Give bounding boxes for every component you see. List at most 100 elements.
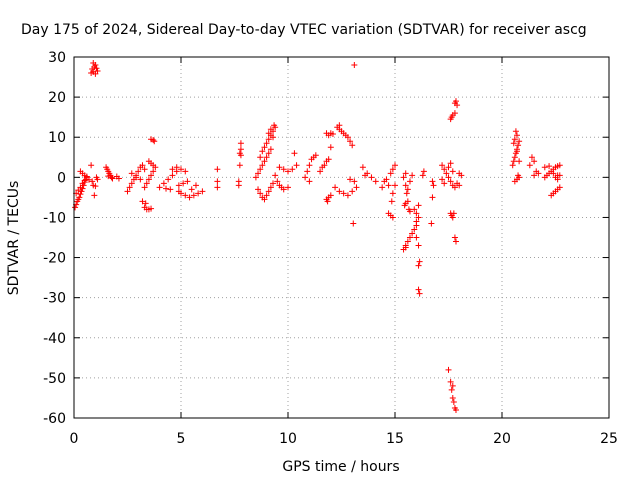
data-point xyxy=(387,170,394,177)
data-point xyxy=(141,166,148,173)
data-point xyxy=(513,132,520,139)
data-point xyxy=(105,173,112,180)
data-point xyxy=(447,378,454,385)
data-point xyxy=(274,178,281,185)
data-point xyxy=(430,182,437,189)
data-point xyxy=(150,168,157,175)
data-point xyxy=(556,162,563,169)
data-point xyxy=(280,186,287,193)
data-point xyxy=(429,178,436,185)
data-point xyxy=(142,200,149,207)
data-point xyxy=(184,178,191,185)
data-point xyxy=(190,192,197,199)
y-tick-label: -20 xyxy=(43,251,66,267)
data-point xyxy=(429,194,436,201)
data-point xyxy=(445,164,452,171)
data-point xyxy=(270,180,277,187)
data-point xyxy=(255,170,262,177)
data-point xyxy=(389,166,396,173)
data-point xyxy=(392,162,398,169)
data-point xyxy=(449,382,456,389)
data-point xyxy=(78,188,85,195)
y-tick-label: -40 xyxy=(43,331,66,347)
data-point xyxy=(259,148,266,155)
grid-lines xyxy=(74,57,609,418)
data-point xyxy=(413,218,420,225)
data-point xyxy=(448,386,455,393)
data-point xyxy=(451,110,458,117)
data-point xyxy=(509,162,516,169)
data-point xyxy=(88,162,95,169)
x-tick-label: 25 xyxy=(600,431,618,447)
data-point xyxy=(344,134,351,141)
data-point xyxy=(449,168,456,175)
data-point xyxy=(402,170,409,177)
data-point xyxy=(353,184,360,191)
data-point xyxy=(81,177,88,184)
data-point xyxy=(443,170,450,177)
data-point xyxy=(263,154,270,161)
data-point xyxy=(148,205,155,212)
data-point xyxy=(263,192,270,199)
data-point xyxy=(257,190,264,197)
data-point xyxy=(265,150,272,157)
data-point xyxy=(512,128,519,135)
data-point xyxy=(175,182,182,189)
data-points xyxy=(72,60,563,413)
data-point xyxy=(148,172,155,179)
data-point xyxy=(389,190,396,197)
data-point xyxy=(428,220,435,227)
data-point xyxy=(347,176,354,183)
data-point xyxy=(236,150,243,157)
data-point xyxy=(156,184,163,191)
data-point xyxy=(415,242,422,249)
data-point xyxy=(285,168,291,175)
data-point xyxy=(510,158,517,165)
data-point xyxy=(289,166,296,173)
y-tick-label: -60 xyxy=(43,411,66,427)
y-tick-label: 10 xyxy=(48,130,66,146)
data-point xyxy=(420,168,427,175)
data-point xyxy=(511,136,518,143)
data-point xyxy=(235,178,242,185)
data-point xyxy=(441,166,448,173)
data-point xyxy=(401,202,408,209)
data-point xyxy=(415,286,422,293)
data-point xyxy=(139,198,146,205)
x-axis-title: GPS time / hours xyxy=(282,459,399,475)
data-point xyxy=(359,164,366,171)
data-point xyxy=(439,176,446,183)
data-point xyxy=(554,176,561,183)
data-point xyxy=(516,138,523,145)
data-point xyxy=(383,176,390,183)
data-point xyxy=(416,290,423,297)
data-point xyxy=(411,206,418,213)
data-point xyxy=(272,172,279,179)
data-point xyxy=(372,178,379,185)
data-point xyxy=(404,238,411,245)
data-point xyxy=(263,140,270,147)
data-point xyxy=(454,180,461,187)
data-point xyxy=(510,140,517,147)
data-point xyxy=(108,174,115,181)
data-point xyxy=(350,220,357,227)
data-point xyxy=(293,162,300,169)
data-point xyxy=(515,172,522,179)
data-point xyxy=(332,184,339,191)
data-point xyxy=(550,170,557,177)
data-point xyxy=(115,175,122,182)
data-point xyxy=(270,134,277,141)
data-point xyxy=(419,172,426,179)
data-point xyxy=(312,152,319,159)
data-point xyxy=(271,122,278,129)
data-point xyxy=(452,406,459,413)
data-point xyxy=(267,184,274,191)
y-tick-label: 0 xyxy=(57,170,66,186)
data-point xyxy=(265,136,272,143)
data-point xyxy=(186,194,193,201)
data-point xyxy=(137,176,144,183)
data-point xyxy=(413,234,420,241)
data-point xyxy=(124,188,131,195)
data-point xyxy=(416,258,423,265)
